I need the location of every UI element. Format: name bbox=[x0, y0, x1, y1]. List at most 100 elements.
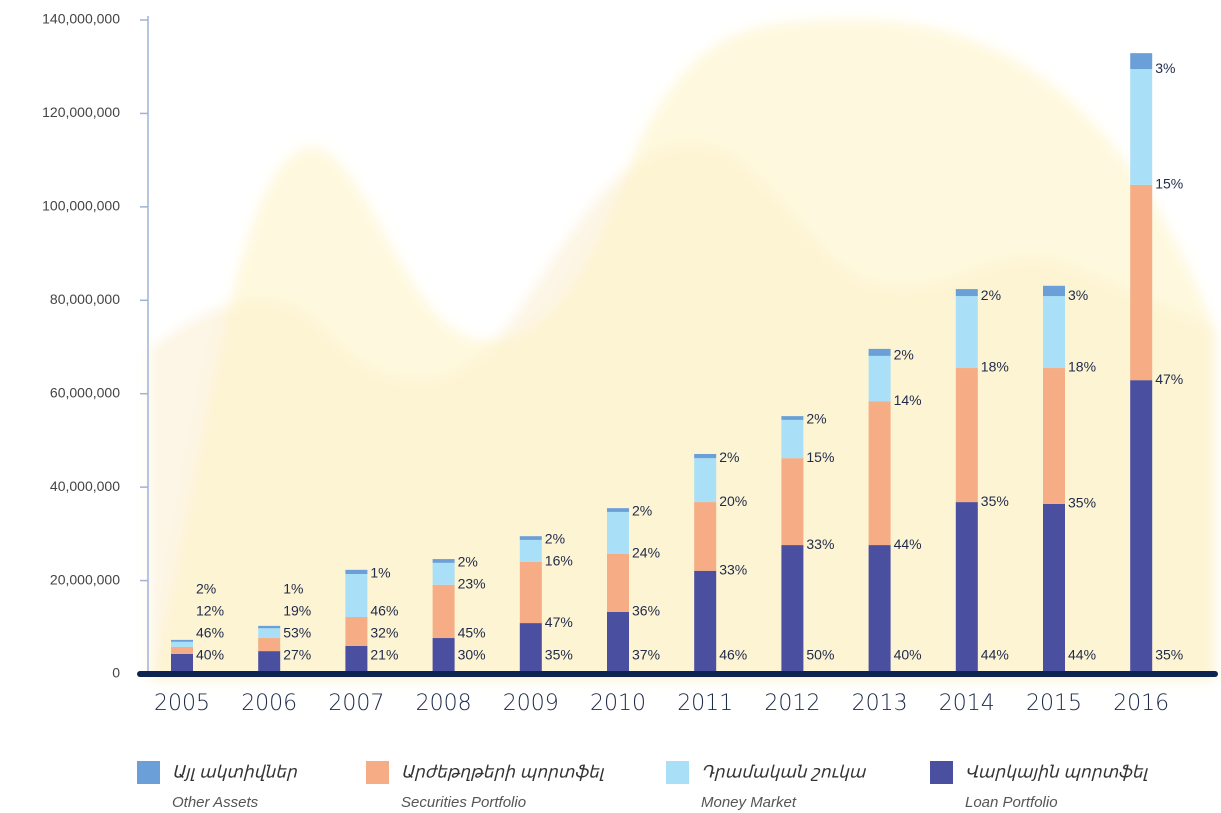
legend-sublabel: Loan Portfolio bbox=[965, 794, 1058, 811]
percent-label: 46% bbox=[719, 647, 747, 663]
percent-label: 27% bbox=[283, 647, 311, 663]
percent-label: 40% bbox=[196, 647, 224, 663]
bar-segment bbox=[956, 502, 978, 674]
bar-segment bbox=[694, 454, 716, 458]
percent-label: 50% bbox=[806, 647, 834, 663]
bar-segment bbox=[433, 559, 455, 563]
legend-label: Վարկային պորտֆել bbox=[965, 762, 1148, 781]
percent-label: 2% bbox=[981, 287, 1001, 303]
x-tick-label: 2005 bbox=[154, 691, 210, 716]
bar-segment bbox=[607, 508, 629, 512]
percent-label: 47% bbox=[1155, 371, 1183, 387]
bar-segment bbox=[694, 502, 716, 571]
bar-segment bbox=[433, 585, 455, 638]
y-tick-label: 60,000,000 bbox=[50, 384, 120, 400]
percent-label: 45% bbox=[458, 625, 486, 641]
y-tick-label: 80,000,000 bbox=[50, 291, 120, 307]
percent-label: 12% bbox=[196, 603, 224, 619]
bar-segment bbox=[694, 571, 716, 674]
percent-label: 20% bbox=[719, 493, 747, 509]
bar-segment bbox=[781, 420, 803, 458]
bar-segment bbox=[171, 647, 193, 654]
bar-segment bbox=[345, 617, 367, 646]
y-tick-label: 40,000,000 bbox=[50, 478, 120, 494]
bar-segment bbox=[869, 356, 891, 401]
percent-label: 24% bbox=[632, 545, 660, 561]
percent-label: 40% bbox=[894, 647, 922, 663]
legend-swatch bbox=[930, 761, 953, 784]
percent-label: 30% bbox=[458, 647, 486, 663]
bar-segment bbox=[956, 368, 978, 502]
bar-segment bbox=[1043, 504, 1065, 674]
bar-segment bbox=[520, 562, 542, 623]
bar-segment bbox=[433, 563, 455, 585]
bar-segment bbox=[345, 574, 367, 617]
percent-label: 1% bbox=[370, 565, 390, 581]
y-tick-label: 100,000,000 bbox=[42, 198, 120, 214]
x-tick-label: 2009 bbox=[503, 691, 559, 716]
bar-segment bbox=[781, 545, 803, 674]
bar-segment bbox=[607, 512, 629, 554]
x-tick-label: 2007 bbox=[328, 691, 384, 716]
x-tick-label: 2010 bbox=[590, 691, 646, 716]
percent-label: 1% bbox=[283, 581, 303, 597]
bar-segment bbox=[345, 646, 367, 674]
percent-label: 33% bbox=[719, 561, 747, 577]
bar-segment bbox=[520, 540, 542, 562]
percent-label: 35% bbox=[981, 493, 1009, 509]
bar-segment bbox=[781, 416, 803, 420]
legend-swatch bbox=[366, 761, 389, 784]
x-tick-label: 2014 bbox=[939, 691, 995, 716]
bar-segment bbox=[1043, 296, 1065, 368]
bar-segment bbox=[694, 458, 716, 502]
bar-segment bbox=[607, 612, 629, 674]
legend-label: Այլ ակտիվներ bbox=[172, 762, 298, 781]
bar-segment bbox=[520, 536, 542, 540]
percent-label: 2% bbox=[894, 347, 914, 363]
bar-segment bbox=[258, 651, 280, 674]
percent-label: 2% bbox=[196, 581, 216, 597]
bar-segment bbox=[1043, 368, 1065, 504]
bar-segment bbox=[869, 545, 891, 674]
bar-segment bbox=[607, 554, 629, 612]
y-tick-label: 140,000,000 bbox=[42, 11, 120, 27]
percent-label: 2% bbox=[632, 503, 652, 519]
percent-label: 35% bbox=[1068, 495, 1096, 511]
percent-label: 53% bbox=[283, 625, 311, 641]
percent-label: 3% bbox=[1068, 287, 1088, 303]
percent-label: 2% bbox=[806, 411, 826, 427]
percent-label: 18% bbox=[981, 359, 1009, 375]
legend-label: Դրամական շուկա bbox=[701, 762, 867, 781]
bar-segment bbox=[171, 654, 193, 674]
bar-segment bbox=[171, 642, 193, 647]
percent-label: 19% bbox=[283, 603, 311, 619]
percent-label: 35% bbox=[545, 647, 573, 663]
bar-segment bbox=[345, 570, 367, 574]
percent-label: 36% bbox=[632, 603, 660, 619]
legend-swatch bbox=[666, 761, 689, 784]
percent-label: 23% bbox=[458, 575, 486, 591]
percent-label: 46% bbox=[370, 603, 398, 619]
bar-segment bbox=[1130, 380, 1152, 674]
x-tick-label: 2016 bbox=[1113, 691, 1169, 716]
percent-label: 44% bbox=[894, 536, 922, 552]
chart: 020,000,00040,000,00060,000,00080,000,00… bbox=[0, 0, 1221, 813]
bar-segment bbox=[869, 401, 891, 545]
percent-label: 32% bbox=[370, 625, 398, 641]
percent-label: 2% bbox=[719, 449, 739, 465]
x-tick-label: 2011 bbox=[677, 691, 733, 716]
bar-segment bbox=[781, 458, 803, 545]
x-tick-label: 2008 bbox=[416, 691, 472, 716]
bar-segment bbox=[1130, 53, 1152, 69]
legend-sublabel: Money Market bbox=[701, 794, 797, 811]
legend-label: Արժեթղթերի պորտֆել bbox=[401, 762, 605, 781]
x-tick-label: 2013 bbox=[852, 691, 908, 716]
bar-segment bbox=[258, 638, 280, 651]
x-tick-label: 2015 bbox=[1026, 691, 1082, 716]
percent-label: 47% bbox=[545, 614, 573, 630]
y-tick-label: 120,000,000 bbox=[42, 104, 120, 120]
bar-segment bbox=[433, 638, 455, 674]
bar-segment bbox=[869, 349, 891, 356]
legend-swatch bbox=[137, 761, 160, 784]
percent-label: 14% bbox=[894, 392, 922, 408]
